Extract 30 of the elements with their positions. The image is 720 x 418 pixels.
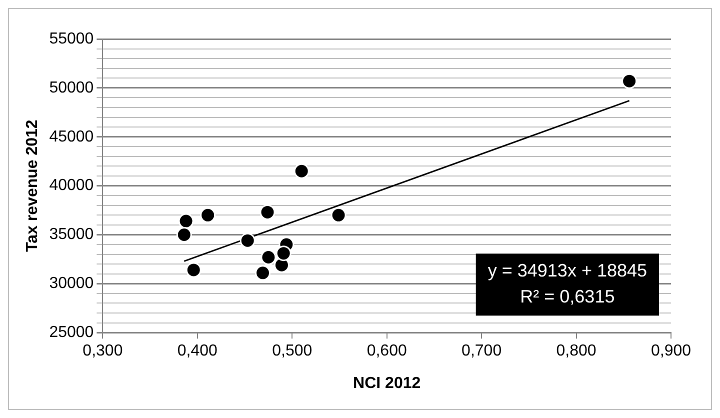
x-tick-label: 0,600 bbox=[366, 342, 407, 360]
point bbox=[186, 262, 202, 278]
point bbox=[276, 246, 292, 262]
annotation: R² = 0,6315 bbox=[520, 286, 615, 307]
point bbox=[255, 265, 271, 281]
x-tick-label: 0,900 bbox=[650, 342, 692, 360]
point bbox=[260, 249, 276, 265]
y-tick-label: 45000 bbox=[49, 128, 94, 146]
point bbox=[330, 207, 346, 223]
y-tick-label: 30000 bbox=[49, 275, 94, 292]
x-tick-label: 0,800 bbox=[556, 342, 596, 360]
x-tick-label: 0,300 bbox=[82, 342, 123, 360]
x-tick-label: 0,400 bbox=[177, 342, 218, 360]
x-tick-label: 0,500 bbox=[272, 342, 312, 360]
y-tick-label: 35000 bbox=[49, 226, 94, 244]
point bbox=[260, 204, 276, 220]
point bbox=[178, 213, 194, 229]
point bbox=[622, 73, 638, 89]
y-tick-label: 50000 bbox=[49, 79, 94, 96]
y-tick-label: 25000 bbox=[49, 324, 94, 342]
point bbox=[176, 226, 192, 242]
x-axis-title: NCI 2012 bbox=[353, 374, 421, 392]
annotation: y = 34913x + 18845 bbox=[488, 260, 648, 281]
y-tick-label: 55000 bbox=[49, 30, 94, 48]
y-tick-label: 40000 bbox=[49, 177, 94, 194]
y-axis-title: Tax revenue 2012 bbox=[24, 120, 42, 252]
point bbox=[240, 232, 256, 248]
point bbox=[294, 163, 310, 179]
point bbox=[200, 207, 216, 223]
x-tick-label: 0,700 bbox=[462, 342, 502, 360]
